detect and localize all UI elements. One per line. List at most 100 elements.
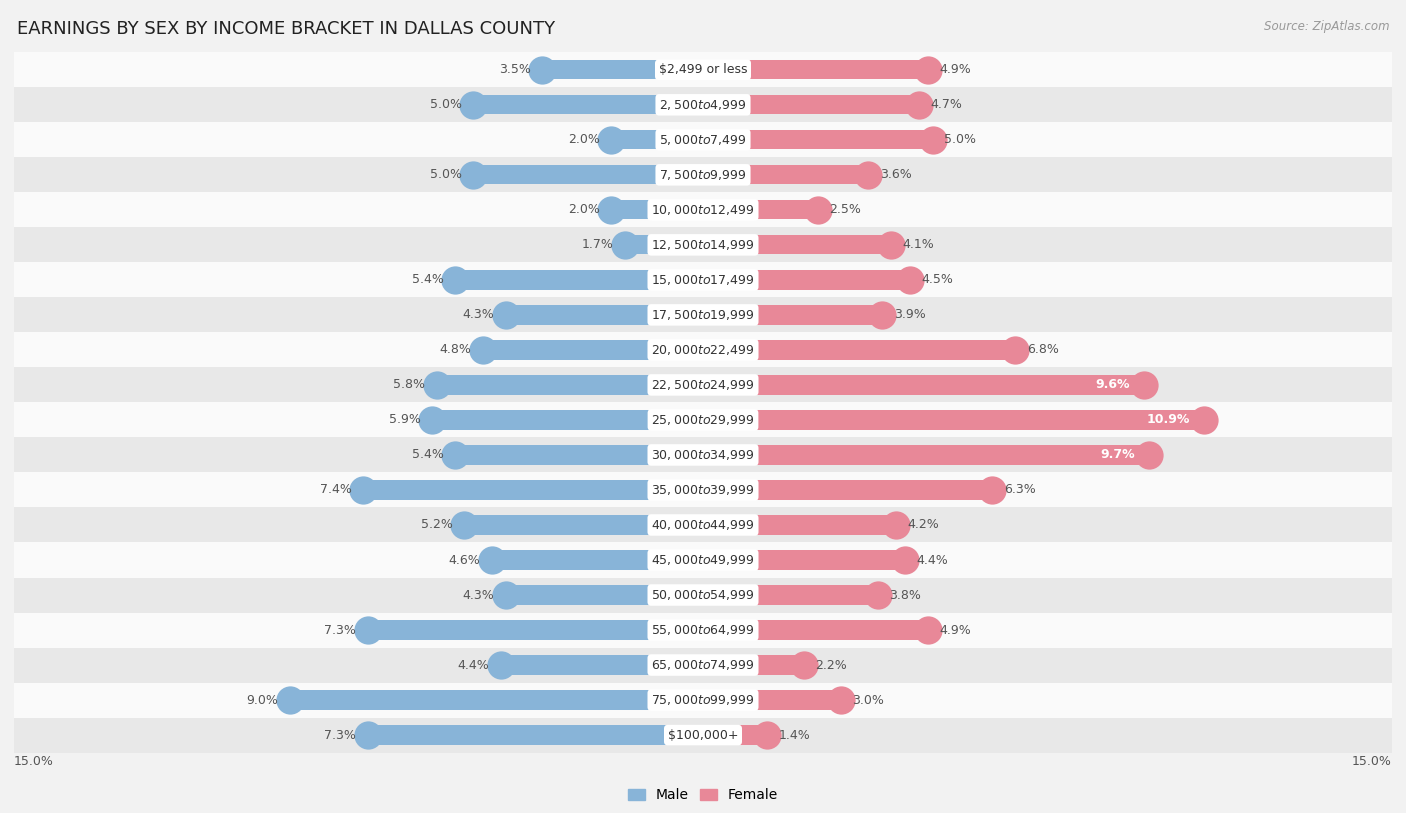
Text: 4.4%: 4.4% xyxy=(458,659,489,672)
Text: 5.4%: 5.4% xyxy=(412,449,443,462)
Text: $45,000 to $49,999: $45,000 to $49,999 xyxy=(651,553,755,567)
Text: 15.0%: 15.0% xyxy=(1353,755,1392,768)
Bar xyxy=(14,263,1392,298)
Text: 5.0%: 5.0% xyxy=(430,98,461,111)
Text: $5,000 to $7,499: $5,000 to $7,499 xyxy=(659,133,747,147)
Bar xyxy=(14,472,1392,507)
Text: Source: ZipAtlas.com: Source: ZipAtlas.com xyxy=(1264,20,1389,33)
Bar xyxy=(456,270,703,289)
Bar xyxy=(703,130,932,150)
Text: $40,000 to $44,999: $40,000 to $44,999 xyxy=(651,518,755,532)
Text: $2,499 or less: $2,499 or less xyxy=(659,63,747,76)
Bar xyxy=(14,612,1392,647)
Bar xyxy=(612,130,703,150)
Bar xyxy=(482,341,703,359)
Bar xyxy=(506,305,703,324)
Text: 5.0%: 5.0% xyxy=(430,168,461,181)
Text: 4.6%: 4.6% xyxy=(449,554,481,567)
Bar xyxy=(14,683,1392,718)
Bar xyxy=(543,60,703,80)
Text: 9.7%: 9.7% xyxy=(1099,449,1135,462)
Text: 4.9%: 4.9% xyxy=(939,63,972,76)
Bar xyxy=(703,235,891,254)
Bar xyxy=(703,165,869,185)
Text: $12,500 to $14,999: $12,500 to $14,999 xyxy=(651,238,755,252)
Text: EARNINGS BY SEX BY INCOME BRACKET IN DALLAS COUNTY: EARNINGS BY SEX BY INCOME BRACKET IN DAL… xyxy=(17,20,555,38)
Text: $22,500 to $24,999: $22,500 to $24,999 xyxy=(651,378,755,392)
Text: $20,000 to $22,499: $20,000 to $22,499 xyxy=(651,343,755,357)
Bar xyxy=(492,550,703,570)
Bar xyxy=(703,270,910,289)
Bar xyxy=(464,515,703,535)
Text: 4.2%: 4.2% xyxy=(907,519,939,532)
Bar xyxy=(14,367,1392,402)
Bar xyxy=(432,411,703,429)
Bar xyxy=(368,725,703,745)
Bar xyxy=(437,376,703,394)
Bar xyxy=(14,228,1392,263)
Bar xyxy=(14,158,1392,193)
Bar xyxy=(14,122,1392,158)
Bar xyxy=(703,550,905,570)
Bar xyxy=(474,165,703,185)
Text: 2.0%: 2.0% xyxy=(568,133,599,146)
Text: 1.7%: 1.7% xyxy=(582,238,613,251)
Bar xyxy=(624,235,703,254)
Bar xyxy=(703,376,1144,394)
Text: 6.8%: 6.8% xyxy=(1026,343,1059,356)
Text: $2,500 to $4,999: $2,500 to $4,999 xyxy=(659,98,747,112)
Text: 3.5%: 3.5% xyxy=(499,63,531,76)
Bar xyxy=(456,446,703,464)
Text: 4.4%: 4.4% xyxy=(917,554,948,567)
Text: 7.3%: 7.3% xyxy=(325,728,356,741)
Bar xyxy=(703,95,920,115)
Text: 9.6%: 9.6% xyxy=(1095,378,1130,391)
Bar xyxy=(368,620,703,640)
Text: $25,000 to $29,999: $25,000 to $29,999 xyxy=(651,413,755,427)
Text: 4.7%: 4.7% xyxy=(931,98,962,111)
Text: 9.0%: 9.0% xyxy=(246,693,278,706)
Text: 6.3%: 6.3% xyxy=(1004,484,1036,497)
Bar xyxy=(363,480,703,500)
Bar xyxy=(14,647,1392,683)
Bar xyxy=(14,542,1392,577)
Text: 3.9%: 3.9% xyxy=(894,308,925,321)
Text: $7,500 to $9,999: $7,500 to $9,999 xyxy=(659,167,747,182)
Text: 3.6%: 3.6% xyxy=(880,168,911,181)
Bar xyxy=(703,411,1204,429)
Text: 4.3%: 4.3% xyxy=(463,589,494,602)
Bar xyxy=(14,718,1392,753)
Bar xyxy=(14,507,1392,542)
Text: 5.2%: 5.2% xyxy=(420,519,453,532)
Bar xyxy=(703,446,1149,464)
Text: 5.0%: 5.0% xyxy=(945,133,976,146)
Bar xyxy=(14,193,1392,228)
Bar xyxy=(703,725,768,745)
Text: 15.0%: 15.0% xyxy=(14,755,53,768)
Text: 4.8%: 4.8% xyxy=(439,343,471,356)
Text: 2.0%: 2.0% xyxy=(568,203,599,216)
Bar xyxy=(14,333,1392,367)
Text: 4.1%: 4.1% xyxy=(903,238,935,251)
Text: 5.9%: 5.9% xyxy=(388,414,420,427)
Text: $17,500 to $19,999: $17,500 to $19,999 xyxy=(651,308,755,322)
Bar xyxy=(14,87,1392,122)
Bar xyxy=(703,341,1015,359)
Legend: Male, Female: Male, Female xyxy=(628,788,778,802)
Text: 5.8%: 5.8% xyxy=(394,378,425,391)
Text: 3.8%: 3.8% xyxy=(889,589,921,602)
Bar xyxy=(14,437,1392,472)
Text: $65,000 to $74,999: $65,000 to $74,999 xyxy=(651,658,755,672)
Bar xyxy=(703,60,928,80)
Text: 7.4%: 7.4% xyxy=(319,484,352,497)
Text: $55,000 to $64,999: $55,000 to $64,999 xyxy=(651,623,755,637)
Text: 5.4%: 5.4% xyxy=(412,273,443,286)
Text: $50,000 to $54,999: $50,000 to $54,999 xyxy=(651,588,755,602)
Bar xyxy=(14,577,1392,612)
Bar xyxy=(14,402,1392,437)
Bar xyxy=(501,655,703,675)
Bar xyxy=(612,200,703,220)
Bar xyxy=(506,585,703,605)
Bar xyxy=(703,620,928,640)
Bar xyxy=(703,585,877,605)
